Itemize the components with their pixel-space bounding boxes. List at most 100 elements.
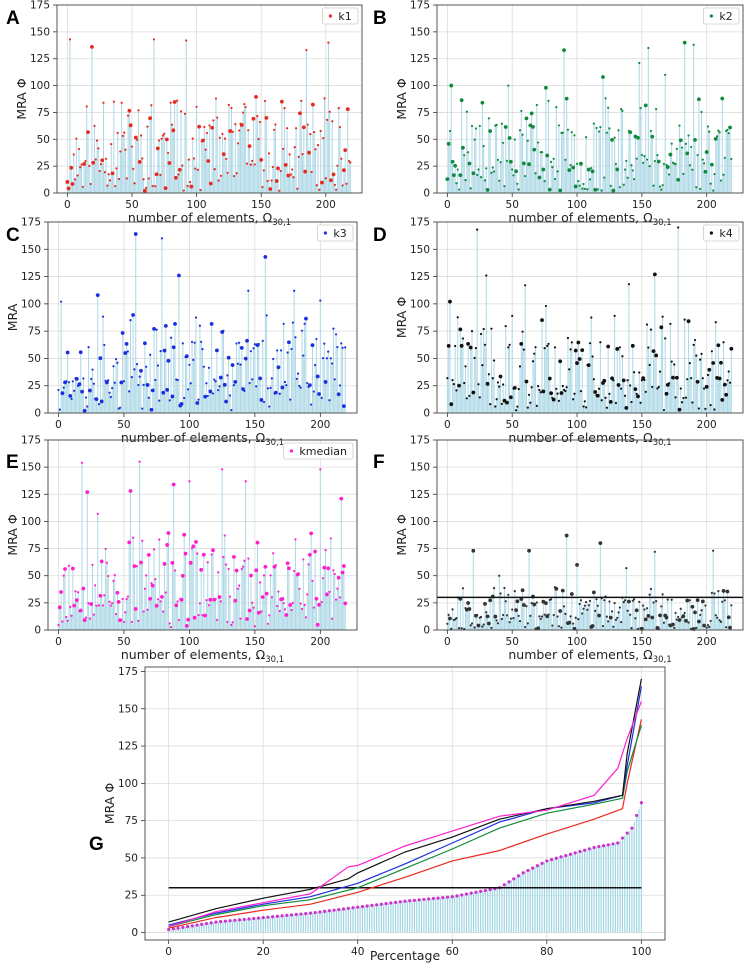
data-point [577, 180, 580, 183]
x-tick-label: 80 [540, 946, 553, 958]
data-point [188, 480, 191, 483]
data-point [582, 405, 585, 408]
data-point [496, 381, 500, 384]
data-point [121, 597, 124, 601]
data-point [706, 125, 710, 128]
y-tick-label: 75 [37, 107, 50, 119]
data-point [683, 611, 686, 615]
data-point [628, 130, 633, 135]
data-point [577, 617, 580, 621]
data-point [730, 604, 733, 607]
data-point [283, 380, 287, 384]
data-point [233, 918, 237, 922]
data-point [299, 602, 302, 605]
data-point [729, 346, 734, 351]
data-point [215, 618, 219, 621]
data-point [289, 913, 294, 917]
data-point [160, 137, 163, 140]
data-point [343, 148, 348, 153]
data-point [107, 379, 110, 382]
data-point [317, 602, 321, 607]
data-point [446, 622, 449, 625]
data-point [179, 597, 184, 602]
data-point [220, 174, 223, 177]
data-point [490, 626, 493, 629]
data-point [275, 914, 279, 918]
data-point [272, 552, 275, 555]
data-point [469, 624, 472, 627]
data-point [224, 563, 228, 566]
data-point [509, 395, 513, 400]
data-point [502, 613, 505, 617]
data-point [120, 101, 123, 104]
data-point [677, 618, 682, 622]
y-axis-label: MRA Φ [14, 78, 29, 119]
data-point [82, 377, 85, 380]
data-point [569, 348, 572, 351]
data-point [605, 615, 608, 618]
data-point [349, 161, 352, 164]
data-point [597, 130, 601, 133]
data-point [535, 601, 538, 604]
data-point [205, 599, 208, 602]
data-point [465, 110, 468, 113]
data-point [603, 176, 606, 179]
data-point [635, 813, 639, 818]
y-tick-label: 0 [34, 625, 41, 637]
data-point [481, 625, 484, 628]
data-point [86, 405, 89, 408]
data-point [201, 552, 206, 557]
data-point [251, 159, 254, 162]
data-point [618, 346, 621, 349]
x-tick-label: 50 [506, 419, 519, 431]
data-point [57, 623, 60, 627]
data-point [642, 161, 645, 164]
data-point [310, 170, 313, 173]
data-point [712, 549, 715, 552]
data-point [256, 115, 259, 118]
data-point [512, 617, 515, 620]
data-point [639, 801, 643, 805]
stems [446, 535, 732, 630]
data-point [564, 158, 567, 161]
data-point [583, 848, 587, 852]
data-point [459, 98, 464, 103]
data-point [87, 388, 92, 393]
data-point [274, 564, 277, 567]
data-point [483, 343, 487, 346]
data-point [608, 615, 613, 620]
data-point [109, 604, 112, 607]
data-point [255, 385, 258, 388]
y-tick-label: 175 [30, 0, 50, 12]
legend-label: k2 [719, 10, 732, 23]
data-point [524, 625, 527, 629]
data-point [197, 398, 200, 401]
data-point [704, 407, 707, 410]
data-point [303, 322, 306, 325]
data-point [524, 116, 529, 121]
data-point [458, 173, 463, 178]
data-point [482, 623, 485, 626]
data-point [530, 386, 533, 389]
data-point [477, 383, 480, 386]
data-point [303, 603, 306, 607]
data-point [483, 888, 487, 893]
data-point [81, 586, 86, 591]
data-point [590, 166, 593, 170]
data-point [225, 157, 228, 161]
data-point [238, 129, 241, 132]
data-point [171, 128, 176, 133]
legend-box [316, 224, 354, 242]
data-point [88, 164, 91, 167]
data-point [320, 396, 323, 399]
data-point [370, 903, 374, 907]
data-point [161, 390, 166, 395]
data-point [713, 592, 716, 595]
stems [57, 461, 346, 630]
data-point [339, 496, 344, 501]
data-point [431, 896, 435, 901]
data-point [208, 389, 213, 394]
data-point [631, 169, 634, 172]
data-point [573, 134, 576, 137]
x-axis-label-symbol: Ω [256, 647, 266, 662]
